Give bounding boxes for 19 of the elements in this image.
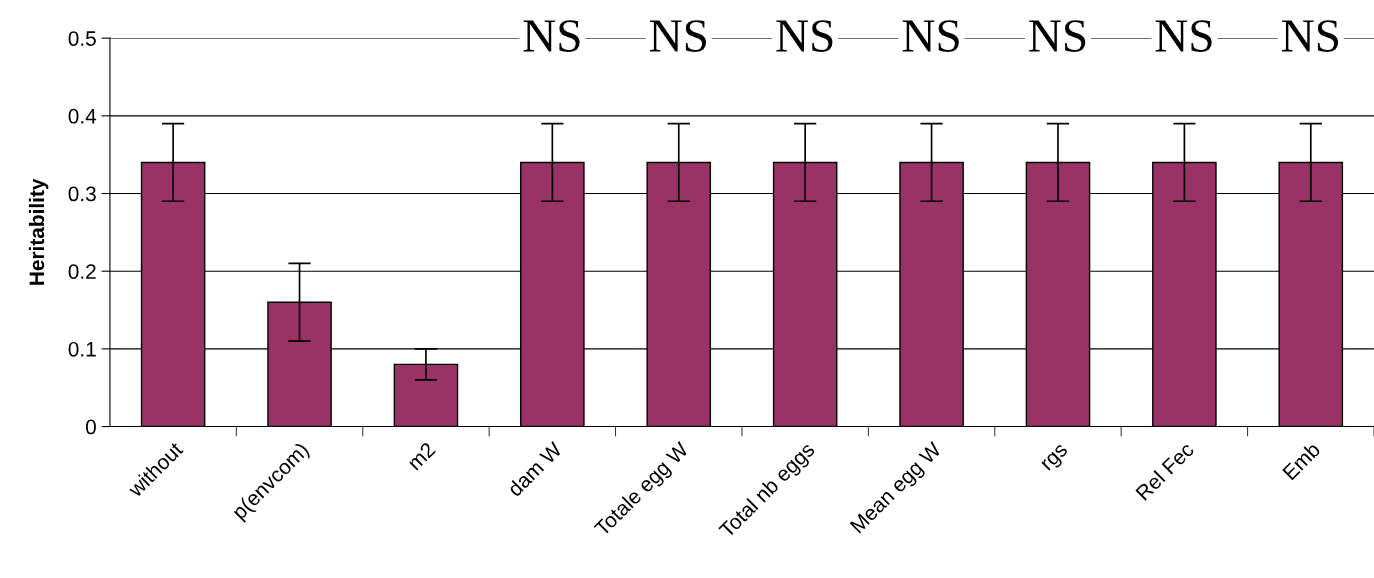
y-tick-label: 0.5 xyxy=(68,31,96,46)
x-tick-label: rgs xyxy=(1041,443,1072,474)
y-tick-label: 0.1 xyxy=(68,341,96,357)
annotation: NS xyxy=(1281,20,1339,52)
y-axis-title: Heritability xyxy=(28,178,49,285)
x-tick-label: dam W xyxy=(506,440,564,498)
annotation: NS xyxy=(649,20,707,52)
x-tick-label: Emb xyxy=(1281,441,1321,481)
annotation: NS xyxy=(1155,20,1212,52)
x-tick-label: m2 xyxy=(406,441,436,471)
annotation: NS xyxy=(1029,20,1086,52)
annotation: NS xyxy=(902,20,959,52)
annotation: NS xyxy=(776,20,833,52)
annotation: NS xyxy=(523,20,580,52)
x-tick-label: Rel Fec xyxy=(1134,440,1195,501)
y-tick-label: 0.2 xyxy=(68,264,96,279)
y-tick-label: 0.4 xyxy=(68,108,97,124)
y-tick-label: 0.3 xyxy=(68,186,96,202)
y-tick-label: 0 xyxy=(85,419,96,435)
